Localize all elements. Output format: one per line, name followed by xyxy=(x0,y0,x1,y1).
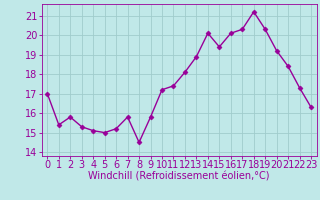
X-axis label: Windchill (Refroidissement éolien,°C): Windchill (Refroidissement éolien,°C) xyxy=(88,172,270,182)
